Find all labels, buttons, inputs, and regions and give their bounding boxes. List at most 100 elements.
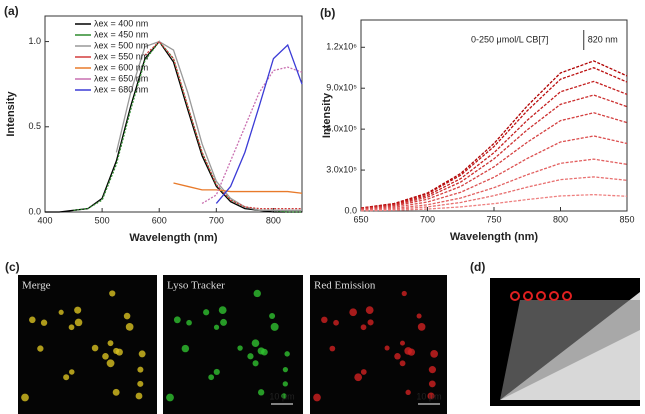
- cell-dot: [253, 289, 261, 298]
- cell-dot: [91, 344, 99, 352]
- cell-dot: [21, 393, 29, 402]
- cell-dot: [125, 323, 134, 331]
- cell-dot: [107, 340, 114, 347]
- cell-dot: [208, 374, 215, 381]
- merge-image: [18, 275, 157, 414]
- x-tick-label: 700: [420, 214, 435, 224]
- cell-dot: [181, 344, 190, 353]
- cell-dot: [405, 389, 411, 396]
- cell-dot: [313, 393, 321, 402]
- cell-dot: [112, 388, 120, 396]
- panel-label: (b): [320, 6, 335, 20]
- y-axis-title: Intensity: [5, 91, 17, 137]
- cell-dot: [360, 324, 367, 331]
- panel-label: (d): [470, 260, 485, 274]
- y-tick-label: 0.5: [28, 121, 41, 131]
- cell-dot: [203, 309, 210, 316]
- cell-dot: [284, 351, 290, 357]
- x-tick-label: 700: [209, 215, 224, 225]
- legend-label: λex = 600 nm: [94, 62, 148, 72]
- x-tick-label: 400: [37, 215, 52, 225]
- scale-label: 10 μm: [416, 391, 441, 401]
- cell-dot: [247, 353, 254, 360]
- cell-dot: [428, 366, 437, 374]
- series-line: [73, 40, 302, 213]
- cell-dot: [416, 313, 422, 319]
- series-line: [360, 94, 628, 210]
- scatter-mark: [562, 291, 572, 301]
- x-axis-title: Wavelength (nm): [450, 231, 539, 243]
- y-tick-label: 6.0x10⁵: [326, 124, 357, 134]
- cell-dot: [282, 381, 288, 387]
- y-tick-label: 1.0: [28, 36, 41, 46]
- series-line: [360, 193, 628, 212]
- scatter-mark: [510, 291, 520, 301]
- cell-dot: [123, 312, 131, 320]
- cell-dot: [365, 306, 374, 315]
- series-line: [215, 43, 303, 204]
- cell-dot: [137, 380, 144, 387]
- cell-dot: [237, 345, 243, 351]
- series-line: [360, 135, 628, 211]
- y-tick-label: 1.2x10⁶: [326, 42, 357, 52]
- series-line: [201, 66, 303, 205]
- cell-dot: [220, 318, 228, 326]
- legend-label: λex = 680 nm: [94, 84, 148, 94]
- lyso-image: [163, 275, 303, 414]
- cell-dot: [427, 392, 435, 400]
- cell-dot: [218, 306, 227, 315]
- plot-frame: [44, 15, 303, 213]
- cell-dot: [29, 316, 36, 324]
- peak-label: 820 nm: [588, 34, 618, 44]
- panel-label: (c): [5, 260, 20, 274]
- cell-dot: [257, 389, 265, 396]
- cell-dot: [74, 306, 82, 314]
- cell-dot: [173, 316, 181, 324]
- legend-label: λex = 400 nm: [94, 18, 148, 28]
- cell-dot: [384, 345, 390, 351]
- x-tick-label: 800: [553, 214, 568, 224]
- series-line: [45, 40, 302, 213]
- series-line: [360, 176, 628, 211]
- y-tick-label: 0.0: [344, 205, 357, 215]
- cell-dot: [69, 369, 75, 375]
- panel-label: (a): [4, 4, 19, 18]
- red-image: [310, 275, 447, 414]
- legend-label: λex = 650 nm: [94, 73, 148, 83]
- cell-dot: [137, 366, 144, 373]
- scatter-mark: [549, 291, 559, 301]
- cell-dot: [37, 345, 44, 352]
- cell-dot: [270, 322, 279, 331]
- cell-dot: [407, 348, 416, 356]
- cell-dot: [138, 350, 146, 358]
- scale-label: 10 μm: [269, 391, 294, 401]
- cell-dot: [360, 369, 367, 375]
- series-line: [115, 40, 302, 211]
- cell-dot: [399, 360, 406, 367]
- y-tick-label: 9.0x10⁵: [326, 83, 357, 93]
- cell-dot: [394, 353, 401, 360]
- cell-dot: [74, 318, 83, 327]
- cell-dot: [281, 393, 287, 399]
- plot-frame: [360, 19, 628, 212]
- cell-dot: [213, 368, 220, 376]
- cell-dot: [252, 360, 259, 367]
- cell-dot: [186, 319, 192, 326]
- cell-dot: [261, 348, 268, 356]
- legend-label: λex = 450 nm: [94, 29, 148, 39]
- cell-dot: [428, 380, 436, 388]
- cell-dot: [354, 373, 363, 382]
- cell-dot: [417, 323, 426, 331]
- cell-dot: [63, 374, 70, 381]
- x-tick-label: 500: [95, 215, 110, 225]
- cell-dot: [269, 313, 276, 320]
- series-line: [173, 182, 303, 194]
- x-tick-label: 750: [486, 214, 501, 224]
- series-line: [360, 112, 628, 210]
- y-tick-label: 3.0x10⁵: [326, 164, 357, 174]
- x-tick-label: 600: [152, 215, 167, 225]
- cell-dot: [135, 392, 143, 400]
- image-title: Merge: [22, 280, 51, 292]
- cell-dot: [102, 352, 109, 360]
- series-line: [144, 40, 302, 210]
